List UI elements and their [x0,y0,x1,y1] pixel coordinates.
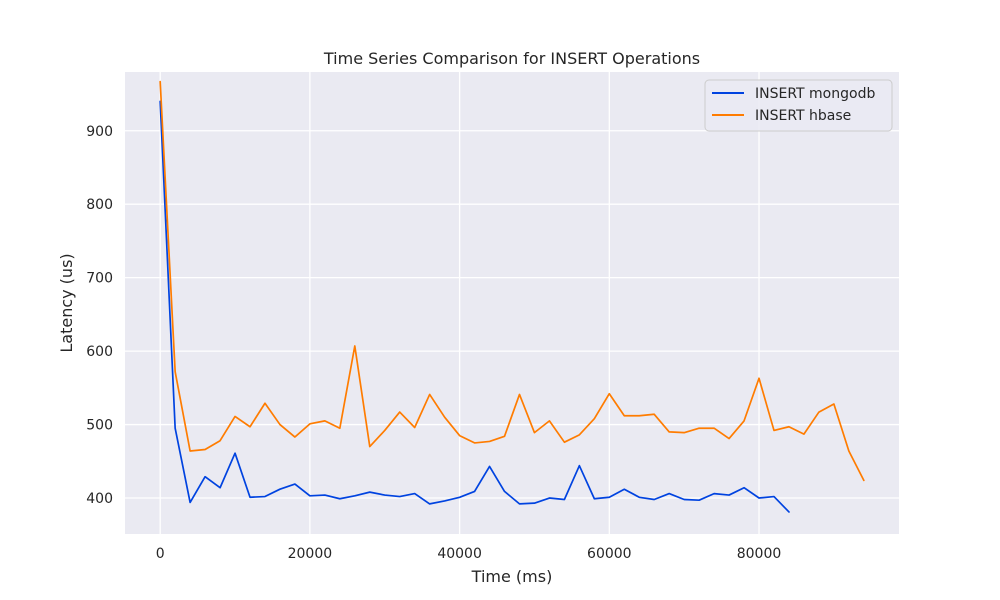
series-lines [159,80,865,513]
plot-background [125,72,899,534]
series-line-hbase [159,80,865,482]
legend: INSERT mongodb INSERT hbase [704,79,893,132]
y-tick-label: 500 [86,418,113,434]
series-line-mongodb [159,100,790,513]
y-tick-label: 700 [86,271,113,287]
y-axis-label: Latency (us) [57,253,76,352]
x-tick-label: 60000 [587,546,632,562]
chart-title: Time Series Comparison for INSERT Operat… [323,49,700,68]
x-axis-label: Time (ms) [471,567,553,586]
legend-label-mongodb: INSERT mongodb [755,86,875,102]
y-tick-label: 400 [86,491,113,507]
y-tick-label: 600 [86,344,113,360]
x-tick-labels: 0 20000 40000 60000 80000 [156,546,782,562]
y-tick-labels: 400 500 600 700 800 900 [86,124,113,507]
x-tick-label: 0 [156,546,165,562]
x-tick-label: 80000 [737,546,782,562]
x-tick-label: 20000 [288,546,333,562]
legend-box [704,79,893,132]
y-tick-label: 800 [86,197,113,213]
legend-label-hbase: INSERT hbase [755,108,851,124]
x-tick-label: 40000 [437,546,482,562]
y-tick-label: 900 [86,124,113,140]
